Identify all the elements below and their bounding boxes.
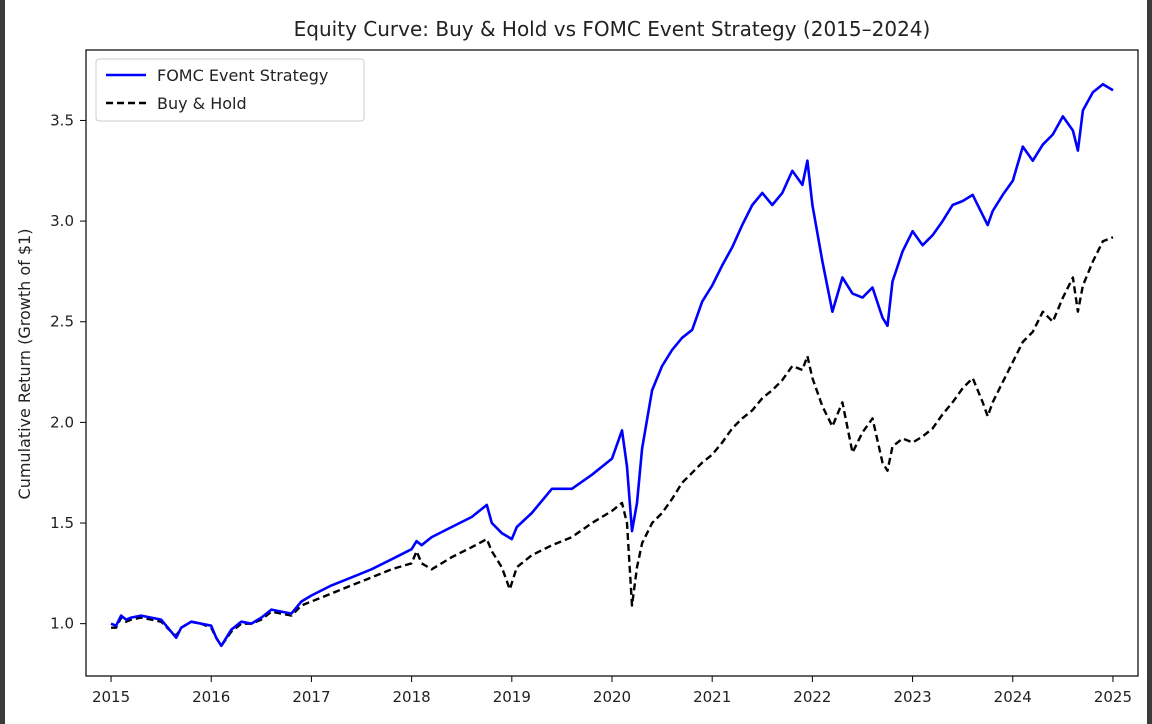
x-tick-label: 2023 [893, 688, 931, 706]
chart-title: Equity Curve: Buy & Hold vs FOMC Event S… [294, 17, 931, 41]
y-axis-ticks: 1.0 1.5 2.0 2.5 3.0 3.5 [50, 111, 86, 633]
y-axis-label: Cumulative Return (Growth of $1) [15, 229, 34, 500]
left-frame-edge [0, 0, 5, 724]
series-layer [110, 82, 1114, 648]
legend-box [95, 58, 365, 122]
x-tick-label: 2016 [192, 688, 230, 706]
right-frame-edge [1147, 0, 1152, 724]
x-tick-label: 2025 [1094, 688, 1132, 706]
x-tick-label: 2021 [693, 688, 731, 706]
y-tick-label: 1.5 [50, 514, 74, 532]
x-tick-label: 2018 [393, 688, 431, 706]
x-tick-label: 2022 [793, 688, 831, 706]
x-tick-label: 2020 [593, 688, 631, 706]
plot-area [85, 49, 1139, 677]
x-tick-label: 2015 [92, 688, 130, 706]
legend-label: FOMC Event Strategy [157, 66, 328, 85]
legend-label: Buy & Hold [157, 94, 247, 113]
y-tick-label: 2.0 [50, 413, 74, 431]
series-line-buy-and-hold [111, 236, 1114, 647]
y-tick-label: 3.0 [50, 212, 74, 230]
x-axis-ticks: 2015 2016 2017 2018 2019 2020 2021 2022 2023 2024… [92, 676, 1132, 706]
y-tick-label: 1.0 [50, 615, 74, 633]
series-line-fomc-event-strategy [110, 82, 1114, 648]
y-tick-label: 3.5 [50, 111, 74, 129]
x-tick-label: 2024 [994, 688, 1032, 706]
x-tick-label: 2017 [292, 688, 330, 706]
x-tick-label: 2019 [493, 688, 531, 706]
y-tick-label: 2.5 [50, 313, 74, 331]
legend: FOMC Event Strategy Buy & Hold [95, 58, 365, 122]
